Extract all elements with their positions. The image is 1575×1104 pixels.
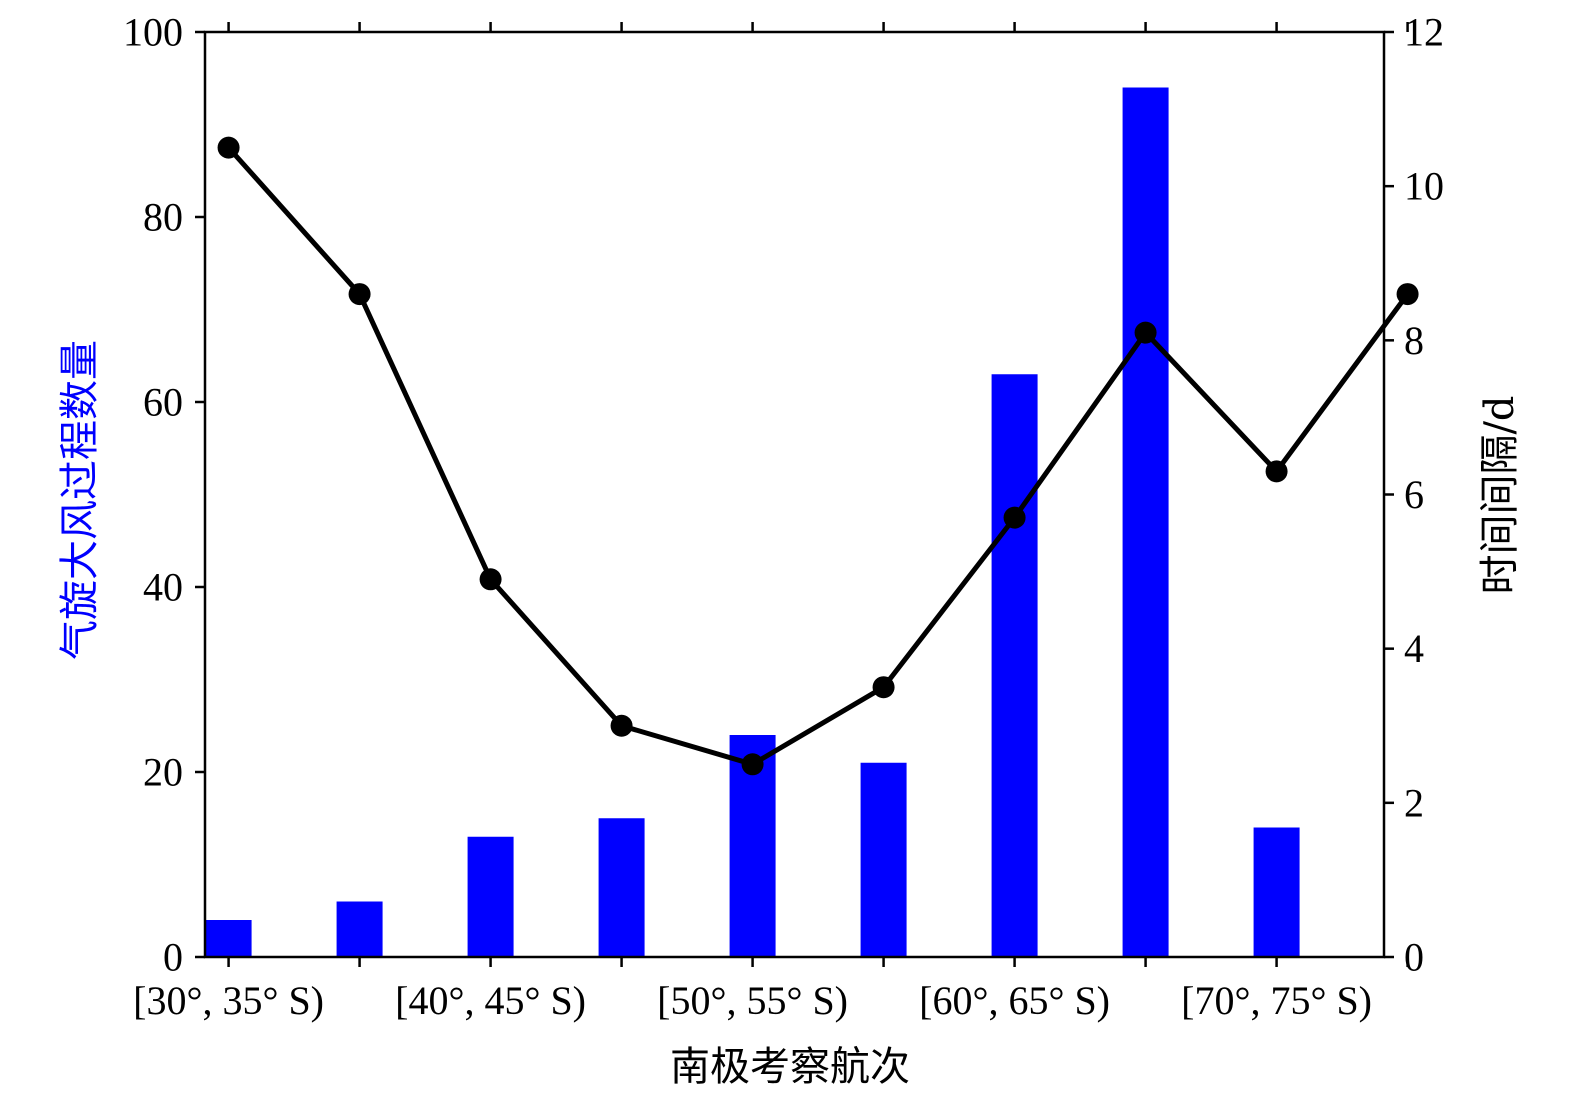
y-tick-label-left: 40 xyxy=(143,565,183,610)
y-tick-label-right: 2 xyxy=(1404,780,1424,825)
interval-point xyxy=(610,714,633,737)
interval-point xyxy=(872,676,895,699)
bar xyxy=(860,762,907,957)
y-tick-label-right: 4 xyxy=(1404,626,1424,671)
y-tick-label-left: 100 xyxy=(123,10,183,55)
interval-line xyxy=(226,145,1410,767)
x-tick-label: [40°, 45° S) xyxy=(395,978,586,1023)
bar xyxy=(336,901,383,957)
interval-point xyxy=(1265,460,1288,483)
x-tick-label: [30°, 35° S) xyxy=(133,978,324,1023)
y-tick-label-left: 0 xyxy=(163,935,183,980)
plot-frame xyxy=(203,30,1386,959)
y-tick-label-left: 80 xyxy=(143,195,183,240)
y-tick-label-right: 0 xyxy=(1404,935,1424,980)
x-axis-title: 南极考察航次 xyxy=(670,1044,910,1090)
interval-point xyxy=(479,568,502,591)
bar xyxy=(1253,827,1300,957)
y-axis-title-right: 时间间隔/d xyxy=(1477,395,1523,594)
bar xyxy=(1122,87,1169,957)
y-tick-label-right: 6 xyxy=(1404,472,1424,517)
interval-point xyxy=(1396,283,1419,306)
interval-point xyxy=(741,753,764,776)
y-tick-label-left: 20 xyxy=(143,750,183,795)
x-tick-label: [60°, 65° S) xyxy=(919,978,1110,1023)
x-tick-label: [50°, 55° S) xyxy=(657,978,848,1023)
bar xyxy=(205,920,252,957)
interval-point xyxy=(1134,321,1157,344)
y-tick-label-right: 12 xyxy=(1404,10,1444,55)
interval-point xyxy=(1003,506,1026,529)
labels-layer: 南极考察航次 气旋大风过程数量 时间间隔/d xyxy=(57,340,1523,1090)
y-tick-label-right: 10 xyxy=(1404,164,1444,209)
bar xyxy=(991,374,1038,957)
y-axis-title-left: 气旋大风过程数量 xyxy=(57,340,103,660)
bar xyxy=(598,818,645,957)
x-tick-label: [70°, 75° S) xyxy=(1181,978,1372,1023)
bar xyxy=(467,836,514,957)
line-layer xyxy=(217,136,1419,776)
interval-point xyxy=(217,136,240,159)
bars-layer xyxy=(205,87,1300,957)
interval-point xyxy=(348,283,371,306)
y-tick-label-right: 8 xyxy=(1404,318,1424,363)
axes-layer: [30°, 35° S) [40°, 45° S) [50°, 55° S) [60°… xyxy=(123,10,1444,1024)
y-tick-label-left: 60 xyxy=(143,380,183,425)
